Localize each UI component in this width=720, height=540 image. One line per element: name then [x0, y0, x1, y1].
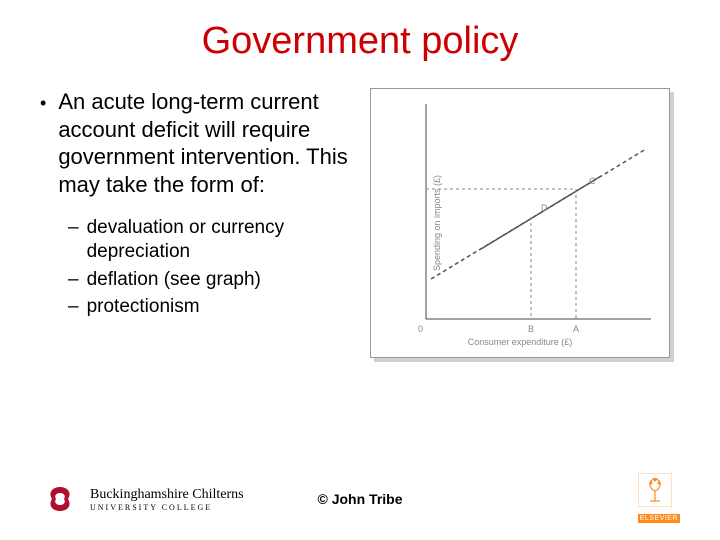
copyright-text: © John Tribe [318, 491, 403, 507]
university-text: Buckinghamshire Chilterns UNIVERSITY COL… [90, 487, 244, 512]
y-axis-label: Spending on imports (£) [432, 175, 442, 271]
dash-icon: – [68, 295, 79, 319]
dash-icon: – [68, 268, 79, 292]
x-tick-A: A [573, 324, 579, 334]
graph-svg: 0 B A C D [371, 89, 671, 359]
sub-bullet-list: – devaluation or currency depreciation –… [68, 216, 360, 319]
point-label-D: D [541, 203, 548, 213]
content-row: • An acute long-term current account def… [40, 88, 680, 323]
university-name: Buckinghamshire Chilterns [90, 487, 244, 503]
text-column: • An acute long-term current account def… [40, 88, 360, 323]
point-label-C: C [589, 176, 596, 186]
dash-icon: – [68, 216, 79, 264]
sub-bullet-text: deflation (see graph) [87, 268, 261, 292]
slide: Government policy • An acute long-term c… [0, 0, 720, 540]
sub-bullet-text: devaluation or currency depreciation [87, 216, 360, 264]
main-bullet: • An acute long-term current account def… [40, 88, 360, 198]
footer: Buckinghamshire Chilterns UNIVERSITY COL… [0, 473, 720, 525]
university-subtitle: UNIVERSITY COLLEGE [90, 503, 244, 512]
sub-bullet: – deflation (see graph) [68, 268, 360, 292]
publisher-logo: ELSEVIER [638, 473, 680, 525]
slide-title: Government policy [40, 20, 680, 63]
sub-bullet-text: protectionism [87, 295, 200, 319]
sub-bullet: – devaluation or currency depreciation [68, 216, 360, 264]
publisher-name: ELSEVIER [638, 514, 680, 523]
origin-label: 0 [418, 324, 423, 334]
bullet-dot: • [40, 92, 46, 198]
main-bullet-text: An acute long-term current account defic… [58, 88, 360, 198]
graph-box: 0 B A C D Spending on imports (£) Consum… [370, 88, 670, 358]
university-logo: Buckinghamshire Chilterns UNIVERSITY COL… [40, 479, 244, 519]
graph-column: 0 B A C D Spending on imports (£) Consum… [370, 88, 680, 323]
knot-icon [40, 479, 80, 519]
tree-icon [638, 473, 672, 507]
x-axis-label: Consumer expenditure (£) [468, 337, 573, 347]
x-tick-B: B [528, 324, 534, 334]
sub-bullet: – protectionism [68, 295, 360, 319]
